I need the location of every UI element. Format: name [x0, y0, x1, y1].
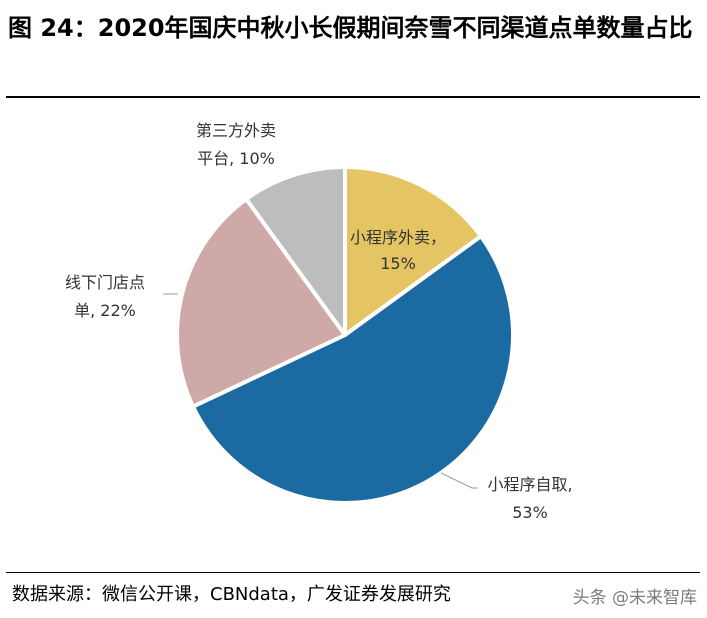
pie-slice-3 — [175, 197, 347, 409]
figure-title: 图 24：2020年国庆中秋小长假期间奈雪不同渠道点单数量占比 — [8, 14, 693, 42]
leader-line-2 — [440, 472, 478, 489]
bottom-rule — [6, 572, 700, 573]
top-rule — [6, 96, 700, 98]
pie-slice-4 — [244, 165, 347, 337]
slice-label-2-line-2: 53% — [512, 503, 548, 522]
pie-slice-1 — [343, 165, 483, 337]
watermark: 头条 @未来智库 — [572, 588, 697, 608]
pie-slice-2 — [190, 234, 515, 505]
source-note: 数据来源：微信公开课，CBNdata，广发证券发展研究 — [12, 584, 451, 605]
slice-label-4-line-1: 第三方外卖 — [196, 121, 276, 140]
slice-label-1-line-1: 小程序外卖， — [350, 228, 446, 247]
slice-label-3-line-2: 单, 22% — [74, 301, 136, 320]
slice-label-1-line-2: 15% — [380, 254, 416, 273]
slice-label-4-line-2: 平台, 10% — [197, 149, 275, 168]
slice-label-3-line-1: 线下门店点 — [65, 273, 145, 292]
slice-label-2-line-1: 小程序自取, — [487, 475, 572, 494]
